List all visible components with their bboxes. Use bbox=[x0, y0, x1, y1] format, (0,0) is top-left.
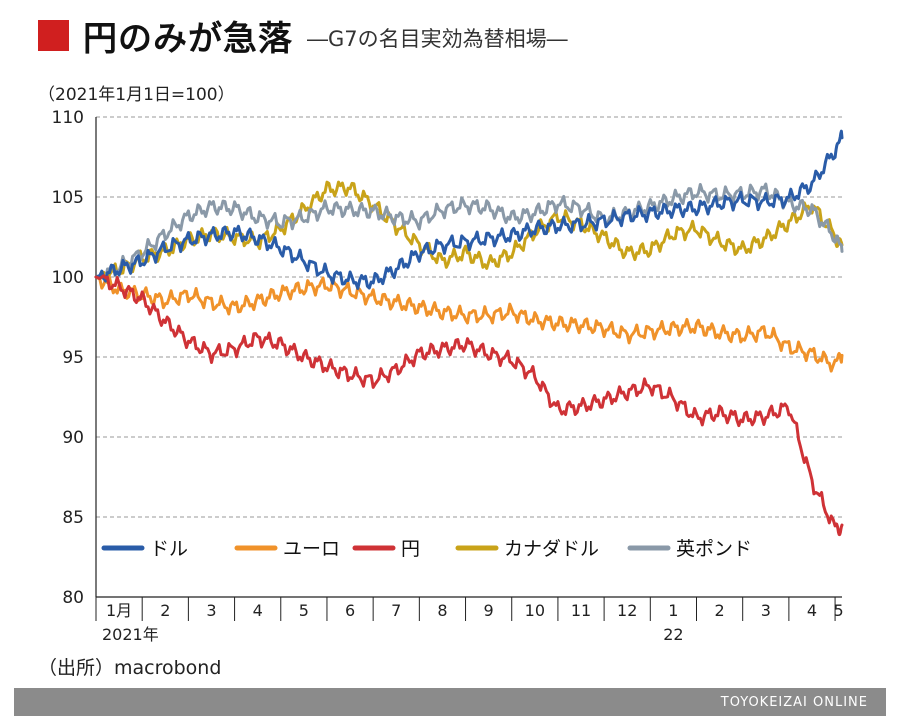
legend: ドル ユーロ 円 カナダドル 英ポンド bbox=[101, 538, 752, 560]
x-tick-label: 6 bbox=[345, 601, 355, 620]
chart-title: 円のみが急落 bbox=[83, 18, 293, 59]
x-tick-label: 2 bbox=[160, 601, 170, 620]
y-tick-label: 100 bbox=[52, 268, 84, 288]
footer-bar: TOYOKEIZAI ONLINE bbox=[14, 688, 886, 716]
x-tick-label: 11 bbox=[571, 601, 591, 620]
series-line-1 bbox=[94, 275, 844, 373]
x-tick-label: 7 bbox=[391, 601, 401, 620]
legend-label: ユーロ bbox=[283, 538, 340, 560]
grid-lines bbox=[96, 116, 842, 518]
x-tick-label: 8 bbox=[437, 601, 447, 620]
x-tick-label: 1 bbox=[668, 601, 678, 620]
series-line-4 bbox=[94, 182, 844, 282]
legend-label: 円 bbox=[401, 538, 420, 560]
series-lines bbox=[94, 129, 844, 537]
y-tick-label: 85 bbox=[62, 508, 84, 528]
x-year-label: 2021年 bbox=[102, 625, 159, 644]
x-tick-label: 3 bbox=[206, 601, 216, 620]
footer-brand: TOYOKEIZAI ONLINE bbox=[720, 694, 868, 710]
x-tick-label: 2 bbox=[714, 601, 724, 620]
x-tick-label: 3 bbox=[761, 601, 771, 620]
series-line-2 bbox=[94, 274, 844, 537]
x-tick-label: 12 bbox=[617, 601, 637, 620]
y-tick-label: 80 bbox=[62, 588, 84, 608]
x-tick-label: 5 bbox=[833, 601, 843, 620]
series-line-3 bbox=[94, 180, 844, 285]
x-tick-label: 10 bbox=[525, 601, 545, 620]
x-tick-label: 4 bbox=[807, 601, 817, 620]
y-tick-label: 105 bbox=[52, 188, 84, 208]
y-tick-label: 90 bbox=[62, 428, 84, 448]
x-year-label: 22 bbox=[663, 625, 683, 644]
legend-label: 英ポンド bbox=[676, 538, 752, 560]
y-tick-label: 110 bbox=[52, 108, 84, 128]
legend-label: カナダドル bbox=[504, 538, 599, 560]
x-tick-label: 1月 bbox=[106, 601, 132, 620]
x-tick-label: 5 bbox=[299, 601, 309, 620]
title-square-icon bbox=[38, 19, 69, 51]
chart-subtitle: ―G7の名目実効為替相場― bbox=[307, 27, 568, 51]
title-row: 円のみが急落 ―G7の名目実効為替相場― bbox=[38, 10, 568, 60]
source-note: （出所）macrobond bbox=[38, 657, 222, 679]
x-tick-label: 4 bbox=[253, 601, 263, 620]
y-tick-label: 95 bbox=[62, 348, 84, 368]
series-line-0 bbox=[94, 129, 844, 290]
legend-label: ドル bbox=[150, 538, 188, 560]
x-tick-label: 9 bbox=[484, 601, 494, 620]
y-tick-labels: 110 105 100 95 90 85 80 bbox=[52, 108, 84, 608]
y-axis-unit-note: （2021年1月1日=100） bbox=[38, 85, 235, 105]
